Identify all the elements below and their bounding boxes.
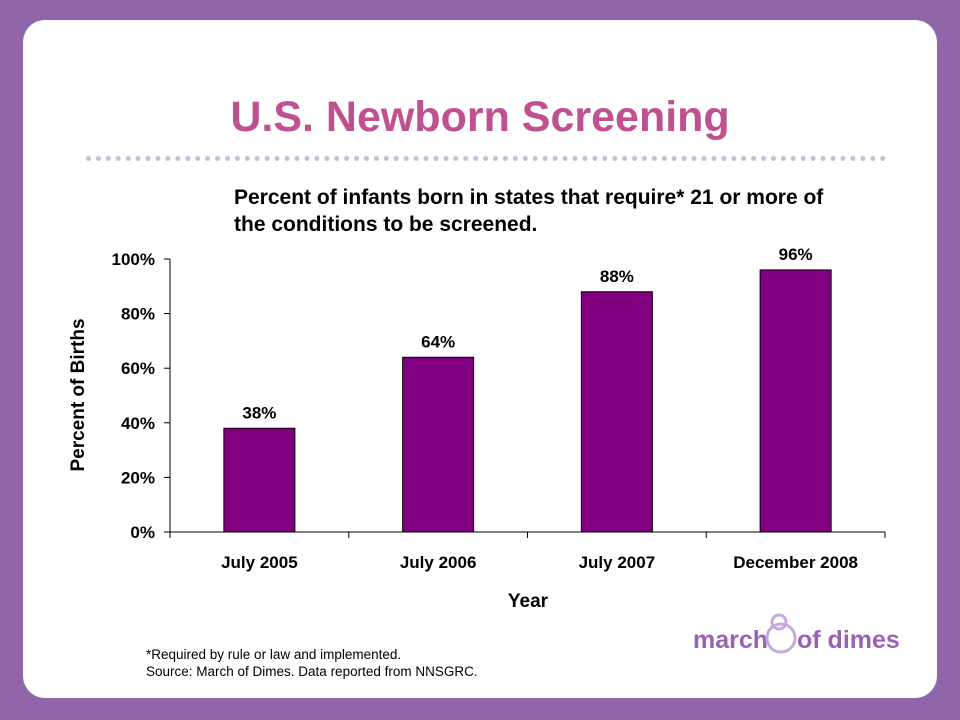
data-label: 38% <box>242 403 276 422</box>
y-tick-label: 0% <box>130 523 155 542</box>
x-axis-label: Year <box>508 591 549 612</box>
y-tick-label: 20% <box>121 468 155 487</box>
data-label: 96% <box>779 245 813 264</box>
data-label: 88% <box>600 267 634 286</box>
y-tick-label: 80% <box>121 305 155 324</box>
x-tick-label: July 2005 <box>221 553 298 572</box>
y-tick-label: 100% <box>112 250 155 269</box>
chart-subtitle: Percent of infants born in states that r… <box>234 186 824 236</box>
bar <box>223 427 296 533</box>
y-tick-label: 40% <box>121 414 155 433</box>
x-tick-label: July 2007 <box>579 553 656 572</box>
x-tick-label: July 2006 <box>400 553 477 572</box>
dotted-divider <box>86 156 886 167</box>
march-of-dimes-logo: march of dimes <box>693 613 900 654</box>
bar <box>402 356 475 533</box>
x-tick-label: December 2008 <box>733 553 858 572</box>
footnote: *Required by rule or law and implemented… <box>146 647 402 662</box>
slide-title: U.S. Newborn Screening <box>230 93 730 141</box>
y-axis-label: Percent of Births <box>68 318 89 471</box>
source-note: Source: March of Dimes. Data reported fr… <box>146 664 478 679</box>
svg-text:of dimes: of dimes <box>797 626 900 654</box>
svg-text:march: march <box>693 626 768 654</box>
footnotes: *Required by rule or law and implemented… <box>146 646 478 680</box>
y-tick-label: 60% <box>121 359 155 378</box>
bar <box>580 291 653 533</box>
bar <box>759 269 832 533</box>
data-label: 64% <box>421 332 455 351</box>
